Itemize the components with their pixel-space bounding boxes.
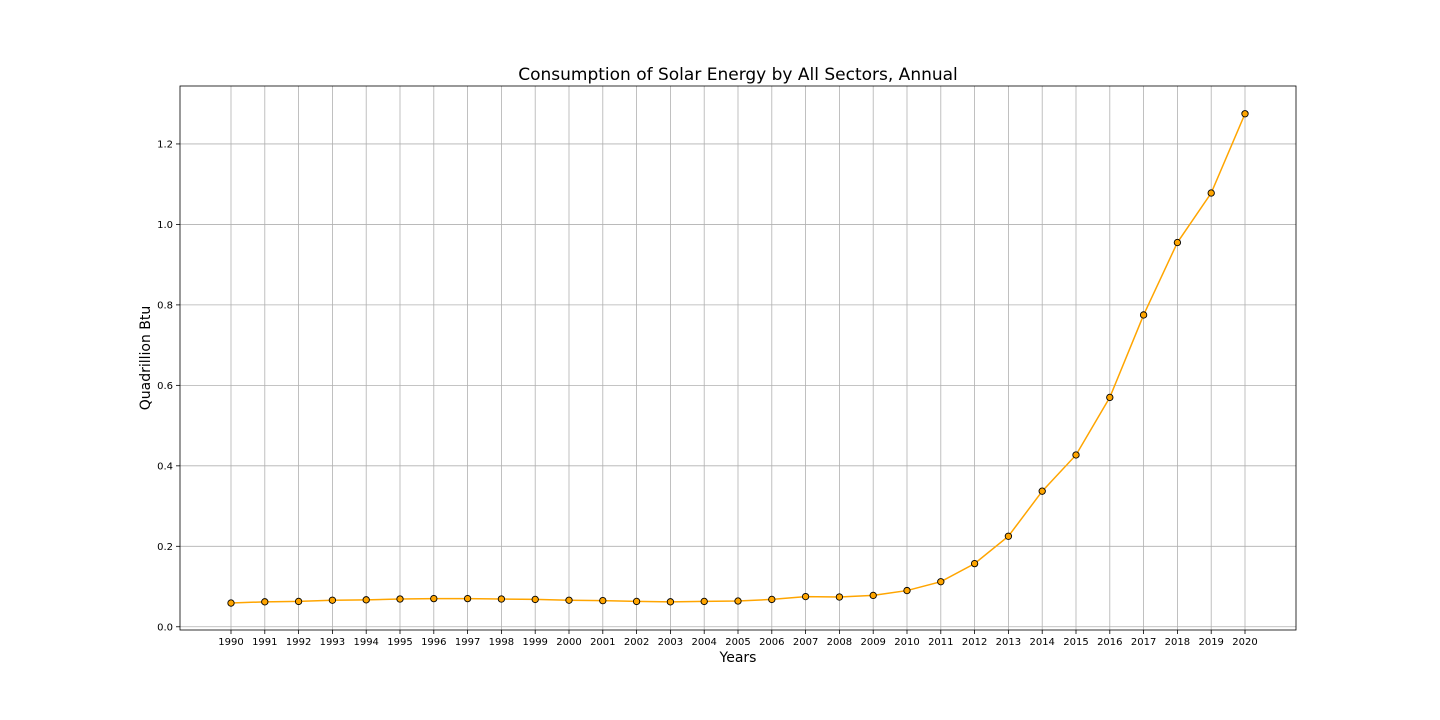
data-point	[1139, 311, 1148, 319]
data-point	[734, 597, 742, 605]
x-tick-label: 2018	[1165, 637, 1190, 648]
x-tick-label: 2020	[1232, 637, 1257, 648]
y-axis: 0.0 0.2 0.4 0.6 0.8 1.0 1.2	[157, 139, 180, 633]
data-point	[261, 598, 269, 606]
data-point	[1241, 110, 1249, 118]
data-point	[801, 592, 810, 601]
data-point	[531, 595, 539, 604]
x-tick-label: 2012	[962, 637, 987, 648]
x-tick-label: 2011	[928, 637, 953, 648]
data-point	[294, 597, 303, 606]
data-point	[599, 596, 607, 605]
data-point	[463, 594, 472, 603]
x-axis-label: Years	[719, 650, 757, 666]
data-point	[497, 595, 506, 603]
chart-title: Consumption of Solar Energy by All Secto…	[518, 65, 958, 85]
data-point	[700, 597, 708, 606]
y-axis-label: Quadrillion Btu	[138, 306, 154, 411]
x-tick-label: 1999	[522, 637, 547, 648]
data-point	[227, 599, 235, 607]
data-point	[565, 596, 573, 604]
x-tick-label: 2005	[725, 637, 750, 648]
x-tick-label: 1991	[252, 637, 277, 648]
data-point	[362, 596, 370, 604]
x-tick-label: 1998	[489, 637, 514, 648]
x-tick-label: 1992	[286, 637, 311, 648]
x-tick-label: 2002	[624, 637, 649, 648]
x-tick-label: 1996	[421, 637, 446, 648]
data-point	[768, 595, 776, 604]
x-tick-label: 2013	[996, 637, 1021, 648]
x-tick-label: 1995	[387, 637, 412, 648]
data-point	[1072, 451, 1080, 459]
y-tick-label: 0.8	[157, 300, 173, 311]
x-tick-label: 2009	[860, 637, 885, 648]
data-point	[869, 591, 877, 600]
x-tick-label: 2008	[827, 637, 852, 648]
x-tick-label: 2000	[556, 637, 581, 648]
x-axis: 1990 1991 1992 1993 1994 1995 1996 1997 1998 1999…	[218, 630, 1258, 648]
data-point	[1004, 532, 1013, 540]
x-tick-label: 2014	[1029, 637, 1054, 648]
data-point	[328, 596, 337, 604]
x-tick-label: 2019	[1198, 637, 1223, 648]
y-tick-label: 0.2	[157, 542, 173, 553]
y-tick-label: 0.4	[157, 461, 173, 472]
grid	[180, 86, 1296, 630]
data-point	[632, 597, 641, 606]
data-point	[1038, 487, 1046, 495]
data-point	[396, 595, 404, 603]
x-tick-label: 2004	[691, 637, 716, 648]
data-point	[970, 559, 979, 568]
x-tick-label: 2010	[894, 637, 919, 648]
y-tick-label: 0.6	[157, 381, 173, 392]
y-tick-label: 1.0	[157, 220, 173, 231]
data-point	[1207, 189, 1215, 197]
x-tick-label: 2003	[658, 637, 683, 648]
x-tick-label: 2015	[1063, 637, 1088, 648]
x-tick-label: 1993	[320, 637, 345, 648]
data-point	[1106, 393, 1114, 402]
x-tick-label: 2007	[793, 637, 818, 648]
data-point	[430, 594, 438, 603]
x-tick-label: 2006	[759, 637, 784, 648]
x-tick-label: 2017	[1131, 637, 1156, 648]
data-point	[937, 578, 945, 586]
x-tick-label: 2001	[590, 637, 615, 648]
y-tick-label: 0.0	[157, 622, 173, 633]
x-tick-label: 1990	[218, 637, 243, 648]
data-point	[666, 598, 675, 606]
data-point	[903, 586, 911, 595]
y-tick-label: 1.2	[157, 139, 173, 150]
data-point	[1173, 238, 1182, 247]
x-tick-label: 1997	[455, 637, 480, 648]
x-tick-label: 2016	[1097, 637, 1122, 648]
data-point	[835, 593, 844, 601]
series-layer	[227, 110, 1249, 607]
x-tick-label: 1994	[353, 637, 378, 648]
